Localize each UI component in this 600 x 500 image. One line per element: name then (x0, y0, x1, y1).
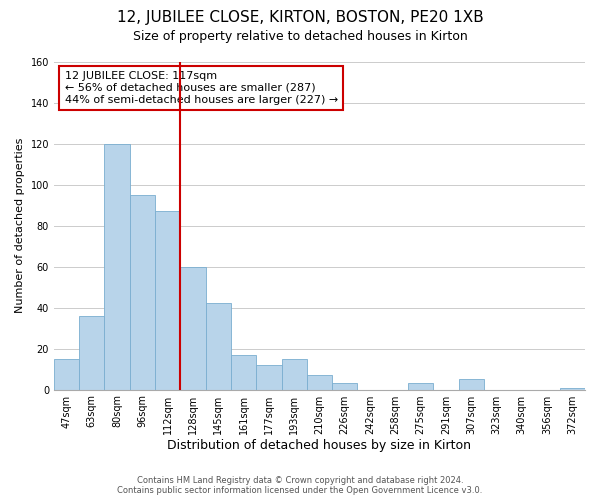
Text: Size of property relative to detached houses in Kirton: Size of property relative to detached ho… (133, 30, 467, 43)
Bar (206, 304, 231, 390)
Bar (155, 211, 181, 390)
Bar (181, 266, 206, 390)
Bar (256, 365, 281, 390)
Bar (307, 375, 332, 390)
Text: 12, JUBILEE CLOSE, KIRTON, BOSTON, PE20 1XB: 12, JUBILEE CLOSE, KIRTON, BOSTON, PE20 … (116, 10, 484, 25)
Bar (231, 354, 256, 390)
Bar (560, 388, 585, 390)
Text: Contains HM Land Registry data © Crown copyright and database right 2024.
Contai: Contains HM Land Registry data © Crown c… (118, 476, 482, 495)
Bar (281, 359, 307, 390)
Bar (332, 384, 358, 390)
Bar (54, 359, 79, 390)
Bar (130, 195, 155, 390)
Bar (79, 316, 104, 390)
Text: 12 JUBILEE CLOSE: 117sqm
← 56% of detached houses are smaller (287)
44% of semi-: 12 JUBILEE CLOSE: 117sqm ← 56% of detach… (65, 72, 338, 104)
X-axis label: Distribution of detached houses by size in Kirton: Distribution of detached houses by size … (167, 440, 472, 452)
Bar (408, 384, 433, 390)
Bar (458, 380, 484, 390)
Y-axis label: Number of detached properties: Number of detached properties (15, 138, 25, 313)
Bar (104, 144, 130, 390)
